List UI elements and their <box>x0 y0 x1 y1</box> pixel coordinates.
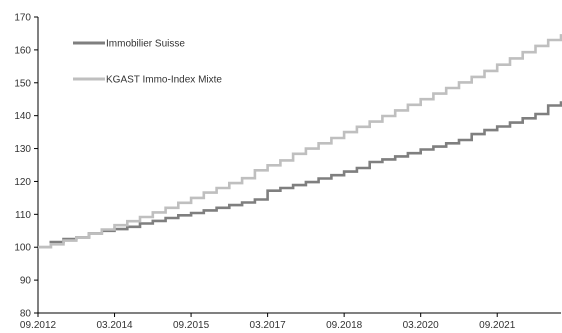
y-tick-label: 170 <box>14 13 31 24</box>
x-tick-label: 03.2014 <box>96 320 133 331</box>
y-tick-label: 100 <box>14 243 31 254</box>
y-tick-label: 140 <box>14 111 31 122</box>
legend-label-kgast-immo-index-mixte: KGAST Immo-Index Mixte <box>106 75 222 86</box>
y-tick-label: 160 <box>14 45 31 56</box>
axes: 80 90 100 110 120 130 140 150 160 170 09.2012 03.20… <box>14 13 561 331</box>
y-tick-label: 130 <box>14 144 31 155</box>
x-tick-label: 09.2021 <box>479 320 516 331</box>
x-tick-label: 09.2012 <box>20 320 57 331</box>
legend: Immobilier Suisse KGAST Immo-Index Mixte <box>73 39 222 86</box>
series-line-immobilier-suisse <box>38 101 562 249</box>
y-tick-label: 90 <box>20 276 32 287</box>
y-tick-label: 120 <box>14 177 31 188</box>
y-tick-label: 150 <box>14 78 31 89</box>
y-tick-label: 110 <box>15 210 31 221</box>
series-line-kgast-immo-index-mixte <box>38 34 562 249</box>
x-tick-label: 03.2017 <box>250 320 287 331</box>
legend-label-immobilier-suisse: Immobilier Suisse <box>106 39 185 50</box>
y-tick-label: 80 <box>20 309 32 320</box>
x-tick-label: 03.2020 <box>403 320 440 331</box>
x-tick-label: 09.2015 <box>173 320 210 331</box>
x-tick-label: 09.2018 <box>326 320 363 331</box>
series-lines <box>38 34 562 249</box>
